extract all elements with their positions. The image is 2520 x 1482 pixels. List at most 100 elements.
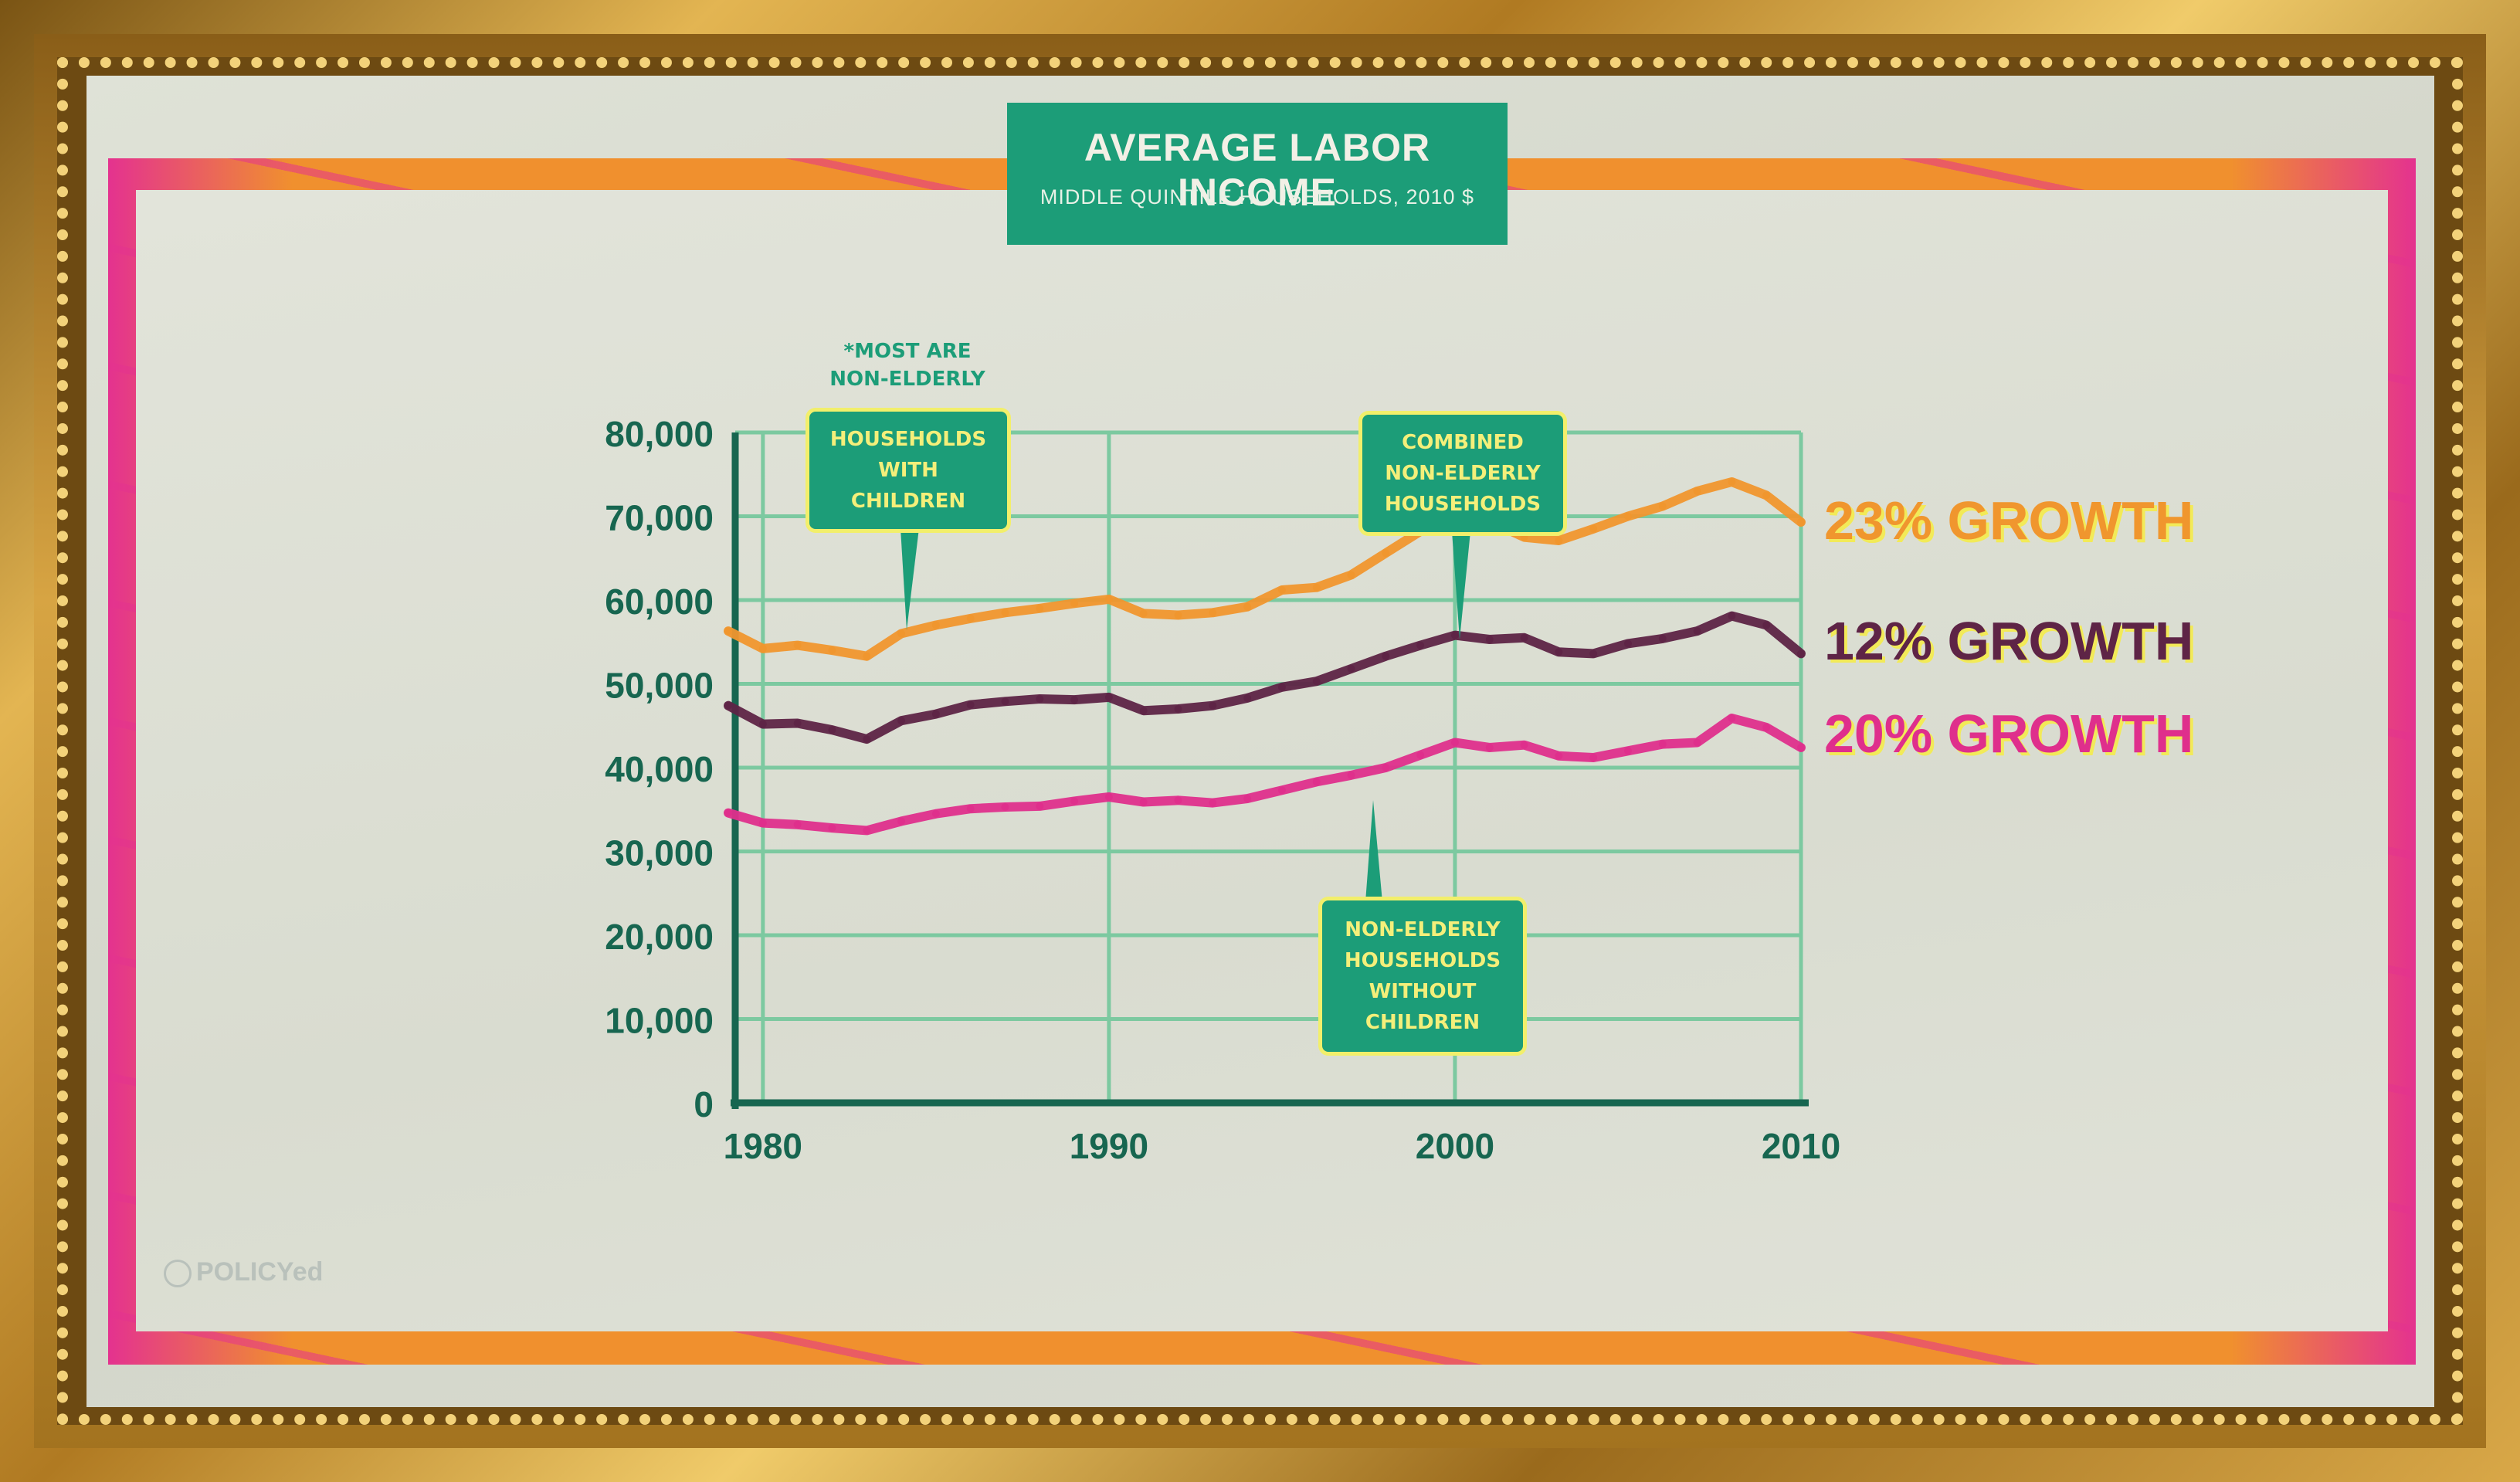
data-point [897,817,906,826]
data-point [1485,635,1494,643]
data-point [1693,627,1701,636]
data-point [1589,524,1598,533]
data-point [1520,741,1528,749]
data-point [1520,533,1528,541]
callout-without-line-1: NON-ELDERLY [1345,918,1501,941]
callout-without-children: NON-ELDERLY HOUSEHOLDS WITHOUT CHILDREN [1322,900,1523,1052]
data-point [758,720,767,728]
data-point [1693,487,1701,495]
data-point [1555,536,1563,544]
data-point [1450,738,1459,747]
chart-paper [136,190,2388,1331]
data-point [1797,518,1805,527]
data-point [724,627,733,636]
data-point [1762,621,1771,629]
data-point [1589,753,1598,761]
y-tick-label: 10,000 [605,1001,714,1041]
gridlines [735,430,1803,1103]
x-tick-label: 1980 [724,1126,802,1166]
data-point [1658,634,1667,643]
data-point [1555,751,1563,760]
data-point [931,710,940,718]
y-tick-label: 40,000 [605,749,714,789]
data-point [1139,798,1148,806]
data-point [1623,639,1632,648]
growth-label-shadow: 23% GROWTH [1827,493,2196,554]
callout-pointer-without [1365,800,1382,902]
data-point [793,820,802,829]
data-point [1070,696,1079,704]
growth-label-shadow: 20% GROWTH [1827,707,2196,767]
data-point [1693,738,1701,747]
chart-subtitle: MIDDLE QUINTILE HOUSEHOLDS, 2010 $ [1040,185,1475,209]
logo-text: POLICYed [196,1257,324,1287]
data-point [793,641,802,649]
y-tick-label: 60,000 [605,582,714,622]
data-point [1104,693,1113,701]
data-point [966,700,975,709]
data-point [1623,747,1632,755]
data-point [1001,609,1009,617]
data-point [1555,648,1563,656]
data-point [1797,649,1805,658]
data-point [1347,571,1355,579]
note-line-2: NON-ELDERLY [829,368,985,391]
data-point [1485,743,1494,751]
data-point [1070,599,1079,608]
series-line [724,611,1806,744]
data-point [1277,585,1286,594]
data-point [897,717,906,725]
data-point [1416,751,1425,759]
data-point [1277,683,1286,691]
axes [731,432,1809,1109]
y-tick-label: 30,000 [605,833,714,873]
growth-label-shadow: 12% GROWTH [1827,614,2196,674]
y-tick-label: 20,000 [605,917,714,957]
note: *MOST ARE NON-ELDERLY [780,337,1035,393]
series-line [724,477,1806,661]
data-point [1209,609,1217,617]
callout-children-line-3: CHILDREN [850,490,966,513]
data-point [828,824,836,833]
data-point [1312,778,1321,786]
data-point [1139,609,1148,618]
data-point [1762,491,1771,500]
data-point [1520,633,1528,642]
data-point [1174,705,1182,714]
data-point [724,809,733,817]
x-tick-label: 2010 [1762,1126,1840,1166]
data-point [1174,796,1182,805]
data-point [1347,771,1355,779]
callout-pointer-children [900,528,919,630]
callout-combined-line-3: HOUSEHOLDS [1384,493,1542,516]
data-point [828,646,836,655]
data-point [863,652,871,660]
data-point [1382,652,1390,660]
y-tick-label: 50,000 [605,666,714,706]
data-point [863,735,871,744]
data-point [1382,549,1390,558]
growth-label-text: 20% GROWTH [1824,704,2193,764]
data-point [1036,604,1044,612]
data-point [966,805,975,813]
data-point [1347,664,1355,673]
data-point [1589,649,1598,658]
data-point [1416,641,1425,649]
data-point [758,644,767,653]
y-tick-label: 70,000 [605,498,714,538]
data-point [1450,631,1459,639]
data-point [931,809,940,818]
data-point [1104,595,1113,603]
data-point [793,719,802,727]
callout-without-line-2: HOUSEHOLDS [1344,949,1501,972]
data-point [1209,701,1217,710]
x-tick-label: 1990 [1070,1126,1148,1166]
growth-label-text: 12% GROWTH [1824,611,2193,671]
data-point [828,726,836,734]
x-tick-label: 2000 [1416,1126,1494,1166]
data-point [1036,695,1044,704]
data-point [931,621,940,629]
